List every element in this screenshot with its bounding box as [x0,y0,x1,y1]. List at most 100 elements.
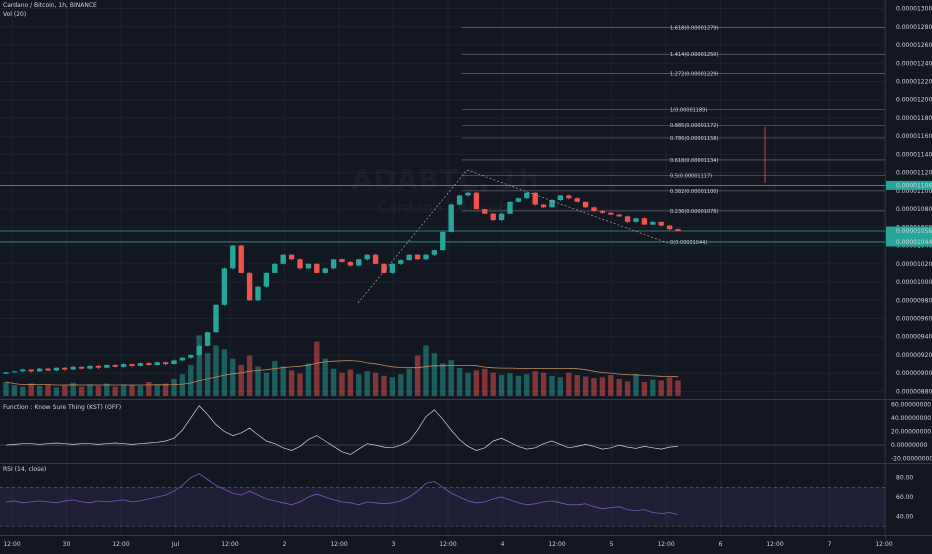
rsi-tick-label: 40.00 [896,513,913,520]
volume-bar [541,373,546,396]
candle-body [180,358,185,361]
volume-bar [356,374,361,396]
volume-bar [591,378,596,396]
volume-bar [12,385,17,396]
volume-bar [440,363,445,396]
candle-body [113,365,118,367]
kst-tick-label: 20.00000000 [891,429,931,436]
price-tick-label: 0.00001200 [896,97,932,104]
volume-bar [390,377,395,396]
time-tick-label: 12:00 [548,541,565,548]
candle-body [20,370,25,372]
volume-bar [659,380,664,396]
candle-body [87,366,92,369]
time-tick-label: Jul [171,541,180,548]
candle-body [667,226,672,230]
time-tick-label: 12:00 [439,541,456,548]
candle-body [415,255,420,260]
candle-body [558,195,563,200]
candle-body [54,368,59,371]
kst-tick-label: 40.00000000 [891,415,931,422]
price-tick-label: 0.00000940 [896,334,932,341]
price-tag-label: 0.00001056 [896,228,932,235]
price-tick-label: 0.00001240 [896,60,932,67]
volume-bar [3,382,8,396]
volume-bar [264,373,269,396]
candle-body [516,198,521,202]
volume-bar [331,369,336,396]
volume-bar [625,381,630,396]
candle-body [62,368,67,370]
candle-body [398,260,403,264]
candle-body [583,202,588,207]
volume-bar [155,384,160,396]
volume-bar [415,356,420,396]
time-tick-label: 3 [392,541,396,548]
volume-bar [138,386,143,396]
volume-bar [465,373,470,396]
kst-tick-label: -20.00000000 [891,456,932,463]
price-tick-label: 0.00001180 [896,115,932,122]
volume-bar [348,370,353,396]
candle-body [71,367,76,370]
volume-bar [146,382,151,396]
candle-body [314,264,319,273]
candle-body [457,195,462,204]
candle-body [625,216,630,221]
candle-body [306,264,311,269]
candle-body [297,259,302,268]
candle-body [247,273,252,300]
fib-level-label: 1.414(0.00001250) [670,52,718,58]
price-tick-label: 0.00000980 [896,297,932,304]
candle-body [138,363,143,366]
candle-body [423,255,428,260]
fib-level-label: 0.236(0.00001078) [670,209,718,215]
price-tag-label: 0.00001106 [896,182,932,189]
fib-level-label: 0.885(0.00001172) [670,123,718,129]
time-tick-label: 5 [610,541,614,548]
fib-level-label: 1(0.00001189) [670,108,707,114]
time-tick-label: 12:00 [330,541,347,548]
indicator-panes [0,400,932,536]
volume-bar [575,375,580,396]
volume-bar [62,385,67,396]
candlesticks[interactable] [3,192,680,374]
candle-body [163,362,168,364]
candle-body [96,366,101,368]
candle-body [675,229,680,231]
candle-body [650,222,655,225]
candle-body [289,255,294,260]
time-tick-label: 30 [63,541,71,548]
candle-body [171,360,176,364]
volume-bar [297,373,302,396]
candle-body [499,214,504,220]
fib-level-label: 0.382(0.00001100) [670,189,718,195]
price-axis[interactable]: 0.000013000.000012800.000012600.00001240… [886,0,932,540]
candle-body [146,363,151,365]
volume-bar [113,387,118,396]
price-tick-label: 0.00001080 [896,206,932,213]
price-tick-label: 0.00001140 [896,151,932,158]
volume-bar [272,361,277,396]
time-tick-label: 12:00 [3,541,20,548]
volume-bar [608,375,613,396]
candle-body [507,202,512,214]
volume-bar [667,377,672,396]
volume-bar [558,377,563,396]
candle-body [356,259,361,265]
price-tick-label: 0.00001160 [896,133,932,140]
fib-level-label: 1.618(0.00001279) [670,26,718,32]
volume-bar [407,369,412,396]
volume-bar [54,387,59,396]
price-tick-label: 0.00001280 [896,24,932,31]
candle-body [104,365,109,368]
time-tick-label: 6 [719,541,723,548]
volume-bar [45,384,50,396]
volume-bar [87,384,92,396]
candle-body [465,193,470,196]
price-tick-label: 0.00000900 [896,370,932,377]
volume-bar [491,373,496,396]
